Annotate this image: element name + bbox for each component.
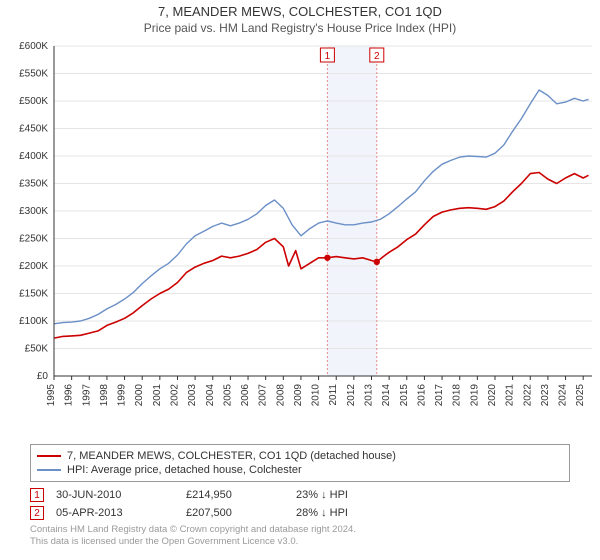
sale-date: 05-APR-2013 <box>56 507 186 519</box>
sale-diff: 28% ↓ HPI <box>296 507 416 519</box>
svg-text:2013: 2013 <box>364 384 375 407</box>
svg-text:2019: 2019 <box>469 384 480 407</box>
svg-text:2023: 2023 <box>540 384 551 407</box>
svg-text:1996: 1996 <box>64 384 75 407</box>
sale-marker-icon: 2 <box>30 506 44 520</box>
svg-text:£0: £0 <box>37 371 49 382</box>
svg-text:£150K: £150K <box>19 289 48 300</box>
svg-text:£550K: £550K <box>19 69 48 80</box>
chart-page: 7, MEANDER MEWS, COLCHESTER, CO1 1QD Pri… <box>0 0 600 560</box>
svg-text:2016: 2016 <box>416 384 427 407</box>
svg-text:2011: 2011 <box>328 384 339 406</box>
legend-label: 7, MEANDER MEWS, COLCHESTER, CO1 1QD (de… <box>67 450 396 462</box>
svg-text:£50K: £50K <box>25 344 49 355</box>
svg-text:2012: 2012 <box>346 384 357 407</box>
chart-area: £0 £50K £100K £150K £200K £250K £300K £350K £400… <box>0 40 600 440</box>
svg-text:1998: 1998 <box>99 384 110 407</box>
svg-text:2010: 2010 <box>311 384 322 407</box>
svg-text:2005: 2005 <box>222 384 233 407</box>
svg-text:2022: 2022 <box>522 384 533 407</box>
legend-label: HPI: Average price, detached house, Colc… <box>67 464 302 476</box>
svg-text:£250K: £250K <box>19 234 48 245</box>
svg-text:2001: 2001 <box>152 384 163 407</box>
svg-text:1: 1 <box>325 51 331 62</box>
legend-item-price-paid: 7, MEANDER MEWS, COLCHESTER, CO1 1QD (de… <box>37 449 563 463</box>
svg-text:£100K: £100K <box>19 316 48 327</box>
chart-title: 7, MEANDER MEWS, COLCHESTER, CO1 1QD <box>0 0 600 19</box>
chart-subtitle: Price paid vs. HM Land Registry's House … <box>0 19 600 35</box>
svg-text:2018: 2018 <box>452 384 463 407</box>
footnote-line: This data is licensed under the Open Gov… <box>30 536 298 547</box>
svg-text:£500K: £500K <box>19 96 48 107</box>
svg-text:1997: 1997 <box>81 384 92 407</box>
svg-text:£200K: £200K <box>19 261 48 272</box>
sale-row: 1 30-JUN-2010 £214,950 23% ↓ HPI <box>30 486 570 504</box>
svg-text:1995: 1995 <box>46 384 57 407</box>
svg-text:2003: 2003 <box>187 384 198 407</box>
footnote-line: Contains HM Land Registry data © Crown c… <box>30 524 356 535</box>
svg-text:2015: 2015 <box>399 384 410 407</box>
svg-text:2024: 2024 <box>558 384 569 407</box>
svg-text:£300K: £300K <box>19 206 48 217</box>
legend: 7, MEANDER MEWS, COLCHESTER, CO1 1QD (de… <box>30 444 570 482</box>
copyright-footnote: Contains HM Land Registry data © Crown c… <box>30 524 570 549</box>
svg-text:2014: 2014 <box>381 384 392 407</box>
svg-text:2025: 2025 <box>575 384 586 407</box>
svg-text:2017: 2017 <box>434 384 445 407</box>
svg-text:2020: 2020 <box>487 384 498 407</box>
legend-item-hpi: HPI: Average price, detached house, Colc… <box>37 463 563 477</box>
sale-marker-icon: 1 <box>30 488 44 502</box>
svg-text:2009: 2009 <box>293 384 304 407</box>
svg-text:£600K: £600K <box>19 41 48 52</box>
svg-text:2004: 2004 <box>205 384 216 407</box>
svg-text:2021: 2021 <box>505 384 516 407</box>
legend-swatch <box>37 455 61 457</box>
sale-price: £214,950 <box>186 489 296 501</box>
svg-text:1999: 1999 <box>117 384 128 407</box>
sale-diff: 23% ↓ HPI <box>296 489 416 501</box>
svg-text:2000: 2000 <box>134 384 145 407</box>
sale-price: £207,500 <box>186 507 296 519</box>
sale-date: 30-JUN-2010 <box>56 489 186 501</box>
svg-text:2008: 2008 <box>275 384 286 407</box>
svg-text:2007: 2007 <box>258 384 269 407</box>
svg-text:£400K: £400K <box>19 151 48 162</box>
svg-text:2006: 2006 <box>240 384 251 407</box>
svg-text:£350K: £350K <box>19 179 48 190</box>
svg-text:£450K: £450K <box>19 124 48 135</box>
svg-text:2: 2 <box>374 51 380 62</box>
line-chart-svg: £0 £50K £100K £150K £200K £250K £300K £350K £400… <box>0 40 600 440</box>
svg-text:2002: 2002 <box>169 384 180 407</box>
sales-table: 1 30-JUN-2010 £214,950 23% ↓ HPI 2 05-AP… <box>30 486 570 522</box>
sale-row: 2 05-APR-2013 £207,500 28% ↓ HPI <box>30 504 570 522</box>
legend-swatch <box>37 469 61 471</box>
